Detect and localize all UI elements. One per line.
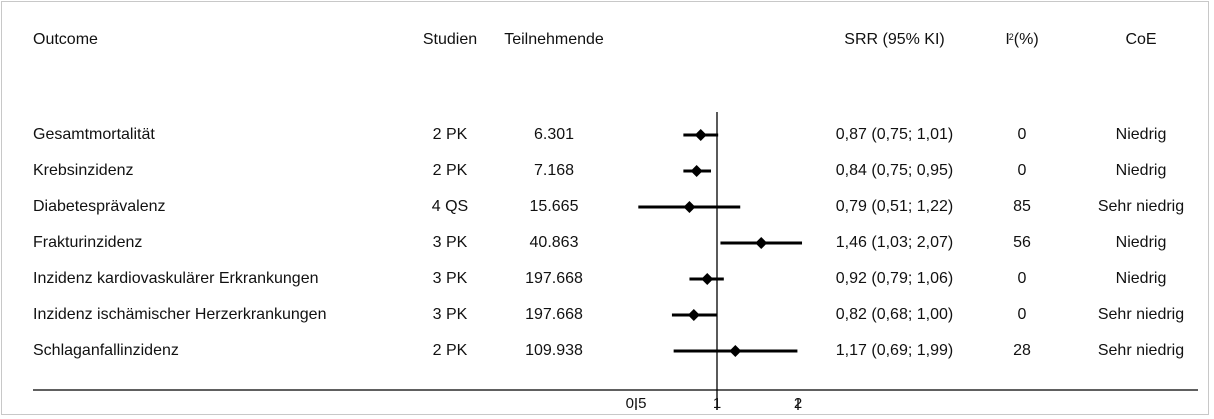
x-tick-label: 2 bbox=[794, 395, 802, 412]
row-coe: Sehr niedrig bbox=[1097, 306, 1185, 323]
estimate-diamond bbox=[755, 237, 768, 249]
row-srr: 0,79 (0,51; 1,22) bbox=[835, 198, 954, 215]
row-studien: 3 PK bbox=[432, 306, 468, 323]
header-outcome: Outcome bbox=[33, 31, 98, 48]
row-outcome: Diabetesprävalenz bbox=[33, 198, 166, 215]
row-srr: 0,92 (0,79; 1,06) bbox=[835, 270, 954, 287]
row-teilnehmende: 40.863 bbox=[529, 234, 579, 251]
header-teilnehmende: Teilnehmende bbox=[504, 31, 604, 48]
row-srr: 1,17 (0,69; 1,99) bbox=[835, 342, 954, 359]
row-studien: 3 PK bbox=[432, 234, 468, 251]
row-srr: 0,82 (0,68; 1,00) bbox=[835, 306, 954, 323]
row-coe: Sehr niedrig bbox=[1097, 198, 1185, 215]
header-i2-tail: (%) bbox=[1013, 31, 1039, 48]
row-teilnehmende: 197.668 bbox=[525, 306, 583, 323]
header-i2-sup: 2 bbox=[1008, 32, 1014, 42]
row-coe: Niedrig bbox=[1115, 126, 1167, 143]
row-studien: 2 PK bbox=[432, 126, 468, 143]
estimate-diamond bbox=[694, 129, 707, 141]
row-outcome: Frakturinzidenz bbox=[33, 234, 143, 251]
estimate-diamond bbox=[690, 165, 703, 177]
row-teilnehmende: 109.938 bbox=[525, 342, 583, 359]
estimate-diamond bbox=[701, 273, 714, 285]
x-tick-label: 1 bbox=[713, 395, 721, 412]
row-i2: 0 bbox=[1017, 126, 1027, 143]
row-i2: 0 bbox=[1017, 162, 1027, 179]
row-i2: 0 bbox=[1017, 306, 1027, 323]
row-teilnehmende: 7.168 bbox=[533, 162, 575, 179]
row-coe: Niedrig bbox=[1115, 234, 1167, 251]
row-studien: 3 PK bbox=[432, 270, 468, 287]
row-studien: 2 PK bbox=[432, 162, 468, 179]
row-studien: 4 QS bbox=[431, 198, 469, 215]
row-i2: 56 bbox=[1013, 234, 1031, 251]
estimate-diamond bbox=[683, 201, 696, 213]
header-coe: CoE bbox=[1125, 31, 1157, 48]
row-teilnehmende: 15.665 bbox=[529, 198, 579, 215]
estimate-diamond bbox=[729, 345, 742, 357]
row-srr: 0,84 (0,75; 0,95) bbox=[835, 162, 954, 179]
row-coe: Niedrig bbox=[1115, 162, 1167, 179]
row-outcome: Krebsinzidenz bbox=[33, 162, 134, 179]
estimate-diamond bbox=[687, 309, 700, 321]
row-i2: 0 bbox=[1017, 270, 1027, 287]
row-srr: 0,87 (0,75; 1,01) bbox=[835, 126, 954, 143]
header-srr: SRR (95% KI) bbox=[844, 31, 945, 48]
row-i2: 85 bbox=[1013, 198, 1031, 215]
header-studien: Studien bbox=[422, 31, 478, 48]
row-i2: 28 bbox=[1013, 342, 1031, 359]
x-tick-label: 0,5 bbox=[626, 395, 647, 412]
row-coe: Niedrig bbox=[1115, 270, 1167, 287]
row-outcome: Schlaganfallinzidenz bbox=[33, 342, 179, 359]
row-coe: Sehr niedrig bbox=[1097, 342, 1185, 359]
row-teilnehmende: 197.668 bbox=[525, 270, 583, 287]
row-outcome: Inzidenz ischämischer Herzerkrankungen bbox=[33, 306, 327, 323]
header-i2-base: I bbox=[1005, 31, 1010, 48]
row-studien: 2 PK bbox=[432, 342, 468, 359]
header-i2: I2(%) bbox=[992, 30, 1052, 50]
row-outcome: Inzidenz kardiovaskulärer Erkrankungen bbox=[33, 270, 319, 287]
row-teilnehmende: 6.301 bbox=[533, 126, 575, 143]
row-srr: 1,46 (1,03; 2,07) bbox=[835, 234, 954, 251]
row-outcome: Gesamtmortalität bbox=[33, 126, 155, 143]
